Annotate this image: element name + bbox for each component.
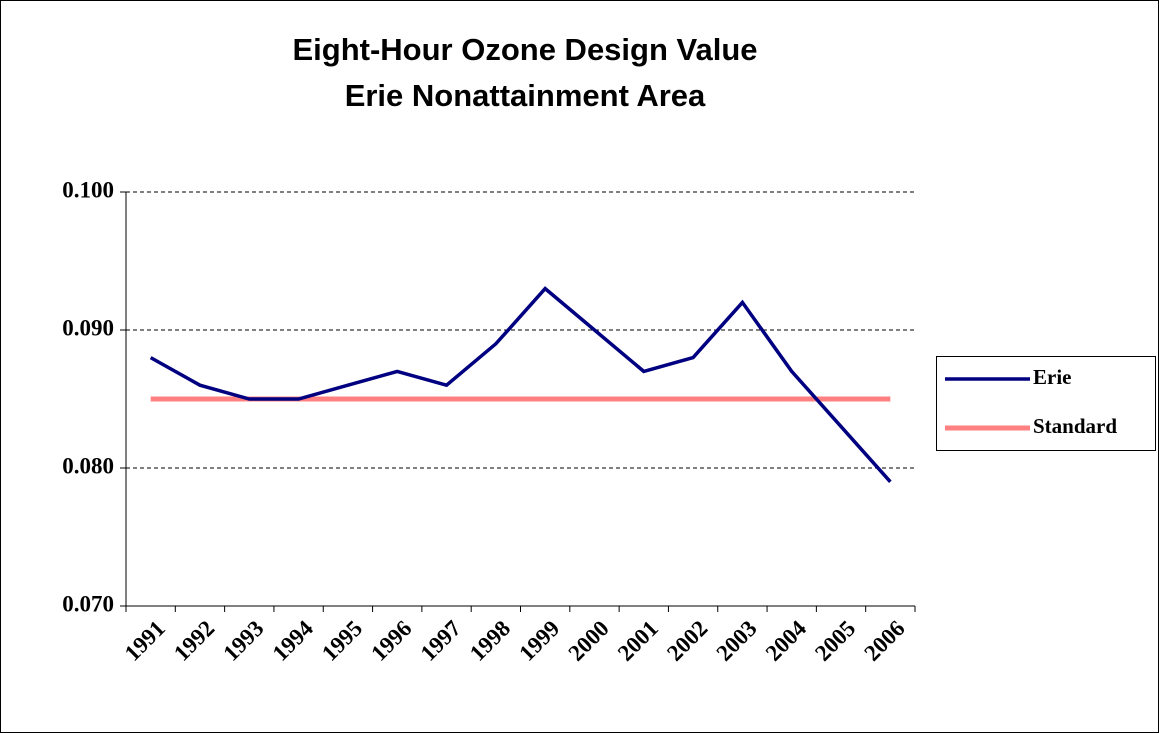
chart-subtitle: Erie Nonattainment Area: [345, 78, 706, 113]
legend-label: Erie: [1033, 365, 1071, 389]
y-tick-label: 0.100: [62, 177, 114, 202]
line-series: [149, 286, 892, 483]
y-tick-label: 0.080: [62, 453, 114, 478]
legend-label: Standard: [1033, 414, 1117, 438]
y-tick-label: 0.090: [62, 315, 114, 340]
chart-title: Eight-Hour Ozone Design Value: [292, 32, 757, 67]
y-tick-label: 0.070: [62, 591, 114, 616]
legend-box: [936, 356, 1156, 451]
